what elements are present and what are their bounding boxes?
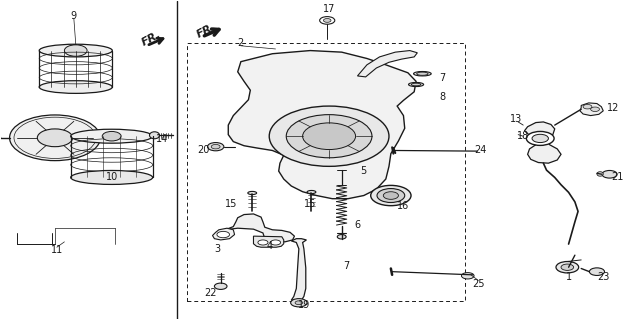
Ellipse shape (71, 171, 153, 184)
Text: 15: 15 (304, 199, 316, 209)
Ellipse shape (39, 44, 112, 57)
Text: FR.: FR. (140, 29, 163, 48)
Text: 19: 19 (298, 300, 310, 310)
Text: 9: 9 (71, 11, 77, 21)
Ellipse shape (71, 129, 153, 143)
Text: 16: 16 (398, 201, 410, 211)
Ellipse shape (307, 190, 316, 194)
Ellipse shape (413, 71, 431, 76)
Text: FR.: FR. (196, 21, 218, 40)
Text: 4: 4 (266, 241, 272, 251)
Polygon shape (229, 51, 416, 199)
Circle shape (270, 240, 280, 245)
Polygon shape (225, 214, 294, 242)
Circle shape (371, 185, 411, 206)
Circle shape (286, 115, 372, 158)
Polygon shape (525, 122, 561, 163)
Ellipse shape (39, 81, 112, 93)
Circle shape (602, 171, 617, 178)
Text: 1: 1 (565, 272, 572, 282)
Circle shape (320, 17, 335, 24)
Circle shape (303, 123, 356, 149)
Circle shape (323, 19, 331, 22)
Text: 17: 17 (323, 4, 335, 14)
Text: 7: 7 (439, 73, 446, 83)
Circle shape (258, 240, 268, 245)
Text: 3: 3 (215, 244, 221, 254)
Polygon shape (213, 228, 235, 240)
Polygon shape (253, 236, 284, 247)
Circle shape (583, 105, 592, 109)
Circle shape (37, 129, 73, 147)
Ellipse shape (149, 132, 160, 139)
Text: 13: 13 (510, 114, 522, 124)
Circle shape (217, 231, 230, 238)
Polygon shape (358, 51, 417, 77)
Text: 25: 25 (472, 279, 485, 289)
Ellipse shape (408, 83, 423, 87)
Text: 24: 24 (474, 146, 487, 156)
Circle shape (215, 283, 227, 289)
Circle shape (591, 107, 599, 111)
Text: 6: 6 (354, 220, 361, 230)
Text: 20: 20 (197, 146, 210, 156)
Circle shape (561, 264, 573, 270)
Circle shape (461, 273, 474, 279)
Text: 10: 10 (106, 172, 118, 182)
Circle shape (556, 261, 579, 273)
Circle shape (589, 268, 605, 276)
Circle shape (102, 132, 121, 141)
Polygon shape (291, 239, 306, 300)
Ellipse shape (597, 172, 603, 176)
Text: 8: 8 (439, 92, 446, 101)
Text: 23: 23 (597, 272, 610, 282)
Text: 18: 18 (517, 131, 529, 141)
Ellipse shape (0, 136, 1, 140)
Circle shape (211, 144, 220, 149)
Text: 2: 2 (238, 38, 244, 48)
Text: 12: 12 (606, 103, 619, 113)
Bar (187, 43, 465, 301)
Circle shape (527, 132, 554, 145)
Circle shape (9, 115, 101, 161)
Circle shape (384, 192, 398, 199)
Text: 11: 11 (51, 245, 63, 255)
Circle shape (377, 188, 404, 203)
Text: 14: 14 (156, 134, 168, 144)
Ellipse shape (248, 191, 256, 195)
Circle shape (291, 299, 307, 307)
Ellipse shape (417, 72, 428, 75)
Circle shape (208, 142, 224, 151)
Circle shape (295, 301, 303, 305)
Ellipse shape (337, 235, 346, 239)
Text: 7: 7 (343, 261, 349, 271)
Text: 15: 15 (225, 199, 237, 209)
Polygon shape (580, 103, 603, 116)
Ellipse shape (411, 83, 421, 86)
Circle shape (269, 106, 389, 166)
Text: 21: 21 (611, 172, 624, 182)
Circle shape (532, 134, 548, 142)
Text: 5: 5 (361, 166, 367, 176)
Circle shape (65, 45, 87, 56)
Text: 22: 22 (204, 288, 217, 298)
